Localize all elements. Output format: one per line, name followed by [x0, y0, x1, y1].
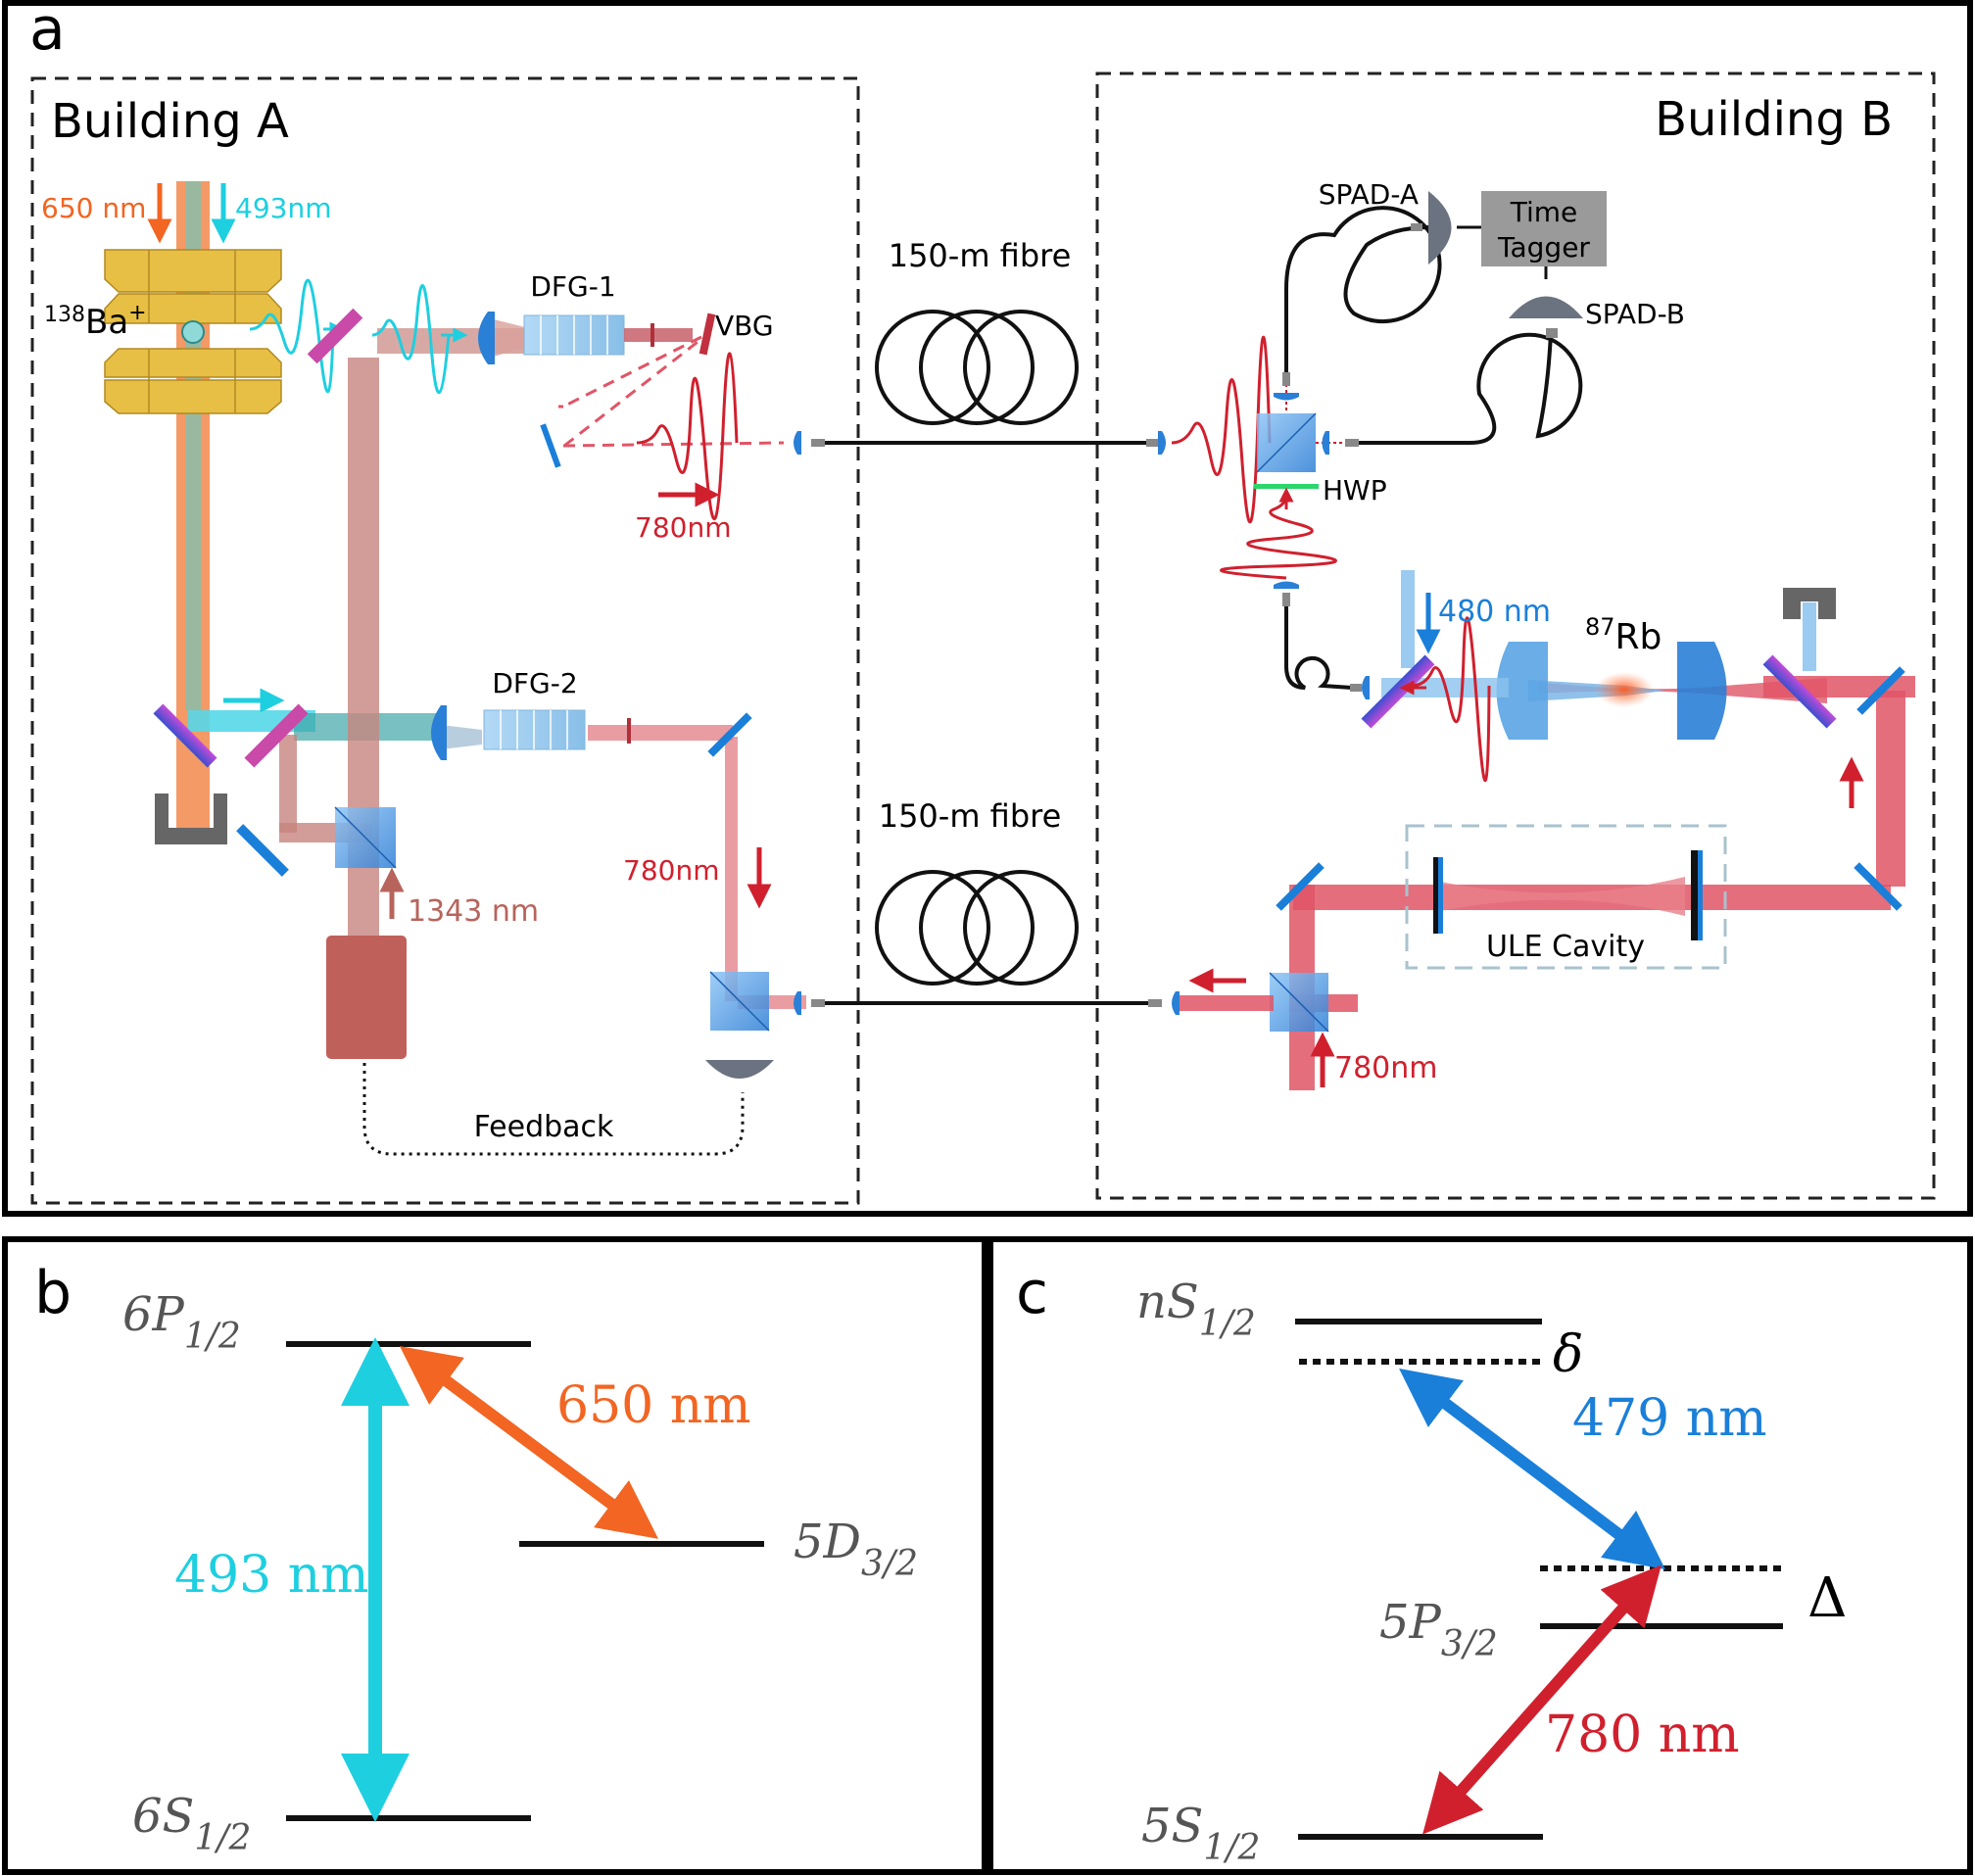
mirror-vbg-return — [540, 423, 561, 468]
photodiode-feedback — [705, 1060, 774, 1079]
mirror-b-top-right — [1856, 666, 1905, 715]
rb-label: 87Rb — [1585, 613, 1662, 657]
dfg1-label: DFG-1 — [530, 270, 615, 303]
filter-dfg1 — [650, 323, 654, 347]
label-780nm-mid: 780nm — [623, 854, 719, 887]
panel-b-letter: b — [34, 1259, 72, 1327]
lens-hwp-bottom — [1274, 581, 1299, 589]
label-479nm: 479 nm — [1572, 1389, 1767, 1448]
label-5s: 5S1/2 — [1141, 1799, 1260, 1868]
label-493nm-a: 493nm — [235, 192, 331, 224]
label-650nm-b: 650 nm — [556, 1376, 751, 1435]
building-b-box — [1095, 72, 1936, 1200]
label-5p: 5P3/2 — [1379, 1595, 1498, 1664]
fibre-rb — [1284, 606, 1353, 690]
mirror-b-bottom-right — [1854, 862, 1903, 911]
lens-rb-right — [1677, 642, 1727, 740]
ule-mirror-right — [1691, 850, 1699, 940]
fibre-spad-a — [1284, 206, 1442, 372]
label-5d: 5D3/2 — [794, 1515, 918, 1584]
label-delta-small: δ — [1553, 1325, 1583, 1384]
ion-trap — [104, 249, 282, 414]
time-tagger-line1: Time — [1510, 196, 1578, 228]
hwp-plate — [1254, 484, 1319, 489]
ule-cavity-label: ULE Cavity — [1486, 930, 1645, 964]
fibre-top — [825, 310, 1156, 445]
vbg-label: VBG — [715, 310, 774, 342]
label-493nm-b: 493 nm — [174, 1546, 369, 1605]
label-780nm-c: 780 nm — [1545, 1706, 1740, 1764]
ion-label: 138Ba+ — [44, 301, 147, 342]
photon-780-wave-vert — [1220, 494, 1337, 580]
panel-b-frame — [2, 1236, 988, 1875]
label-480nm: 480 nm — [1438, 595, 1551, 629]
dichroic-mirror-mid-left — [153, 703, 217, 768]
spad-a-detector — [1428, 191, 1452, 265]
fibre-coupler-lens-a-bottom — [794, 991, 801, 1015]
fibre-coupler-lens-b-top — [1158, 431, 1166, 455]
ion — [181, 320, 205, 344]
photon-780-wave-b — [1171, 335, 1272, 524]
building-a-label: Building A — [51, 94, 289, 149]
panel-a-frame — [2, 0, 1973, 1217]
time-tagger — [1481, 191, 1607, 266]
dichroic-rb-left — [1361, 654, 1435, 729]
mirror-dfg2 — [707, 712, 752, 757]
label-780nm-b: 780nm — [1334, 1051, 1438, 1085]
laser-1343 — [326, 936, 407, 1059]
photon-780-wave-rb — [1410, 616, 1491, 783]
dichroic-mirror-top — [307, 308, 363, 364]
transition-479 — [1399, 1368, 1665, 1570]
fibre-coupler-lens-b-bottom — [1172, 991, 1180, 1015]
photon-493-wave — [249, 278, 338, 394]
spad-a-label: SPAD-A — [1319, 178, 1419, 211]
fibre-top-label: 150-m fibre — [889, 237, 1072, 274]
dichroic-mirror-mid — [244, 703, 309, 768]
mirror-a-left — [236, 824, 289, 877]
spad-b-label: SPAD-B — [1585, 298, 1685, 330]
lens-rb-fibre — [1362, 676, 1370, 699]
fibre-spad-b — [1359, 332, 1583, 445]
beam-dump-a — [155, 794, 227, 844]
transition-780 — [1422, 1564, 1662, 1835]
spad-b-detector — [1509, 296, 1583, 318]
mirror-b-ule-left — [1276, 862, 1325, 911]
lens-dfg1 — [478, 312, 495, 364]
building-b-label: Building B — [1655, 92, 1893, 147]
photon-780-wave-a — [636, 352, 739, 521]
hwp-label: HWP — [1323, 474, 1387, 506]
label-780nm-a: 780nm — [635, 511, 731, 544]
transition-650 — [399, 1346, 659, 1539]
feedback-label: Feedback — [474, 1110, 614, 1144]
time-tagger-line2: Tagger — [1497, 231, 1590, 264]
panel-c-letter: c — [1016, 1259, 1048, 1327]
lens-rb-left — [1496, 642, 1548, 740]
label-6p: 6P1/2 — [122, 1287, 241, 1357]
label-1343nm: 1343 nm — [408, 894, 539, 929]
fibre-bottom-label: 150-m fibre — [879, 797, 1062, 835]
ule-cavity-box — [1405, 824, 1727, 970]
ule-mirror-left — [1433, 857, 1441, 934]
panel-c-frame — [988, 1236, 1973, 1875]
label-6s: 6S1/2 — [132, 1789, 251, 1858]
fibre-coupler-lens-a-top — [794, 431, 801, 455]
feedback-line — [362, 1063, 745, 1156]
beam-dump-b — [1783, 588, 1836, 619]
panel-a-letter: a — [29, 0, 66, 64]
filter-dfg2 — [627, 718, 631, 744]
dichroic-rb-right — [1762, 654, 1837, 729]
label-650nm-a: 650 nm — [41, 192, 146, 224]
lens-spad-a-fibre — [1274, 393, 1299, 401]
lens-spad-b-fibre — [1322, 431, 1329, 455]
label-delta-big: Δ — [1807, 1566, 1847, 1630]
lens-dfg2 — [431, 705, 447, 760]
building-a-box — [30, 76, 860, 1205]
photon-493-wave-2 — [371, 284, 451, 395]
label-ns: nS1/2 — [1136, 1275, 1256, 1344]
dfg2-label: DFG-2 — [492, 667, 577, 699]
fibre-bottom — [825, 870, 1156, 1005]
vbg-grating — [698, 313, 716, 356]
